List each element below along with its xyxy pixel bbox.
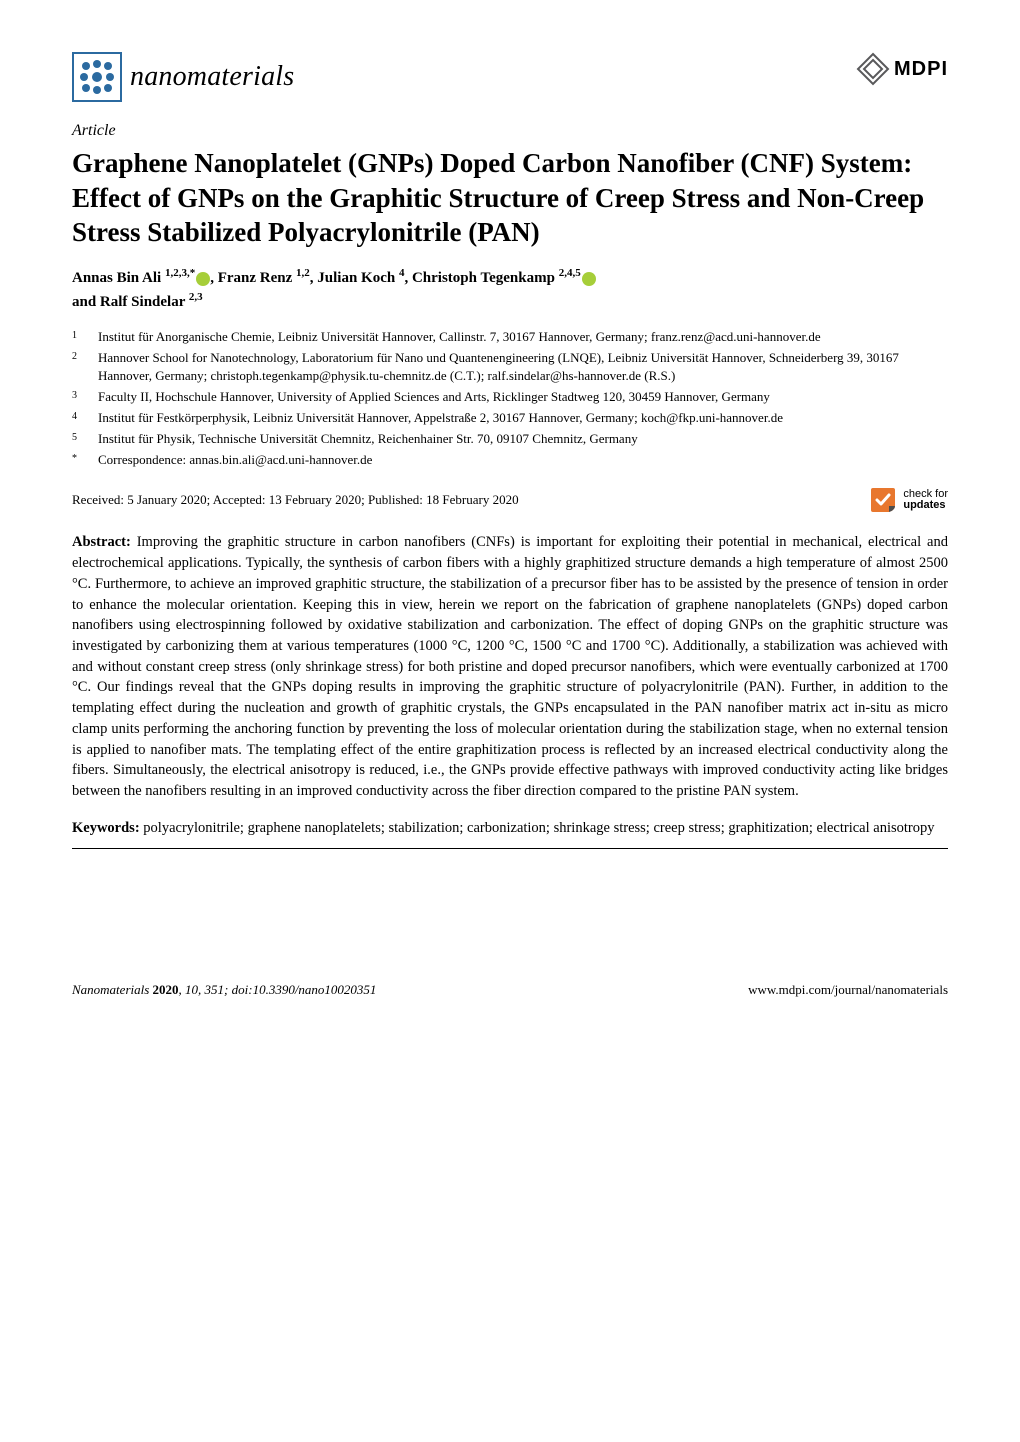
affiliation-row: 2 Hannover School for Nanotechnology, La… [72, 349, 948, 387]
affiliation-text: Institut für Anorganische Chemie, Leibni… [98, 328, 948, 347]
affiliation-text: Institut für Physik, Technische Universi… [98, 430, 948, 449]
mdpi-shape-icon [856, 52, 890, 86]
author-affil-sup: 1,2,3, [165, 267, 190, 279]
article-type: Article [72, 120, 948, 142]
orcid-icon[interactable] [196, 272, 210, 286]
check-for-updates-icon [869, 486, 897, 514]
affiliation-number: 2 [72, 349, 84, 387]
publication-dates: Received: 5 January 2020; Accepted: 13 F… [72, 491, 519, 509]
abstract-text: Improving the graphitic structure in car… [72, 534, 948, 799]
divider [72, 848, 948, 849]
dates-row: Received: 5 January 2020; Accepted: 13 F… [72, 486, 948, 514]
abstract: Abstract: Improving the graphitic struct… [72, 532, 948, 802]
footer-journal-url[interactable]: www.mdpi.com/journal/nanomaterials [748, 981, 948, 999]
journal-logo-icon [72, 52, 122, 102]
footer-citation: Nanomaterials 2020, 10, 351; doi:10.3390… [72, 981, 376, 999]
journal-name: nanomaterials [130, 57, 294, 96]
affiliation-number: * [72, 451, 84, 470]
affiliation-text: Faculty II, Hochschule Hannover, Univers… [98, 388, 948, 407]
affiliation-row: 5 Institut für Physik, Technische Univer… [72, 430, 948, 449]
author-corresponding-star: * [190, 267, 196, 279]
updates-line2: updates [903, 499, 945, 511]
keywords-text: polyacrylonitrile; graphene nanoplatelet… [140, 820, 935, 836]
affiliation-row: * Correspondence: annas.bin.ali@acd.uni-… [72, 451, 948, 470]
affiliations-block: 1 Institut für Anorganische Chemie, Leib… [72, 328, 948, 471]
check-for-updates-button[interactable]: check for updates [869, 486, 948, 514]
affiliation-number: 3 [72, 388, 84, 407]
updates-badge-text: check for updates [903, 489, 948, 512]
updates-line1: check for [903, 488, 948, 500]
affiliation-text: Hannover School for Nanotechnology, Labo… [98, 349, 948, 387]
affiliation-row: 3 Faculty II, Hochschule Hannover, Unive… [72, 388, 948, 407]
author-affil-sup: 2,4,5 [559, 267, 581, 279]
author-name: , Julian Koch [310, 270, 395, 286]
author-name: , Franz Renz [210, 270, 292, 286]
footer-year: 2020 [153, 982, 179, 997]
keywords: Keywords: polyacrylonitrile; graphene na… [72, 818, 948, 838]
author-name: , Christoph Tegenkamp [404, 270, 554, 286]
author-name: and Ralf Sindelar [72, 294, 185, 310]
publisher-logo: MDPI [856, 52, 948, 86]
affiliation-number: 5 [72, 430, 84, 449]
affiliation-number: 1 [72, 328, 84, 347]
footer-journal-name: Nanomaterials [72, 982, 153, 997]
footer-citation-rest: , 10, 351; doi:10.3390/nano10020351 [179, 982, 377, 997]
abstract-label: Abstract: [72, 534, 131, 550]
author-affil-sup: 2,3 [189, 291, 203, 303]
article-title: Graphene Nanoplatelet (GNPs) Doped Carbo… [72, 146, 948, 250]
affiliation-text: Correspondence: annas.bin.ali@acd.uni-ha… [98, 451, 948, 470]
publisher-name: MDPI [894, 55, 948, 83]
journal-brand: nanomaterials [72, 52, 294, 102]
header-row: nanomaterials MDPI [72, 52, 948, 102]
orcid-icon[interactable] [582, 272, 596, 286]
footer: Nanomaterials 2020, 10, 351; doi:10.3390… [72, 981, 948, 999]
authors-block: Annas Bin Ali 1,2,3,* , Franz Renz 1,2, J… [72, 266, 948, 314]
affiliation-row: 4 Institut für Festkörperphysik, Leibniz… [72, 409, 948, 428]
keywords-label: Keywords: [72, 820, 140, 836]
author-affil-sup: 1,2 [296, 267, 310, 279]
affiliation-row: 1 Institut für Anorganische Chemie, Leib… [72, 328, 948, 347]
affiliation-text: Institut für Festkörperphysik, Leibniz U… [98, 409, 948, 428]
author-name: Annas Bin Ali [72, 270, 161, 286]
affiliation-number: 4 [72, 409, 84, 428]
